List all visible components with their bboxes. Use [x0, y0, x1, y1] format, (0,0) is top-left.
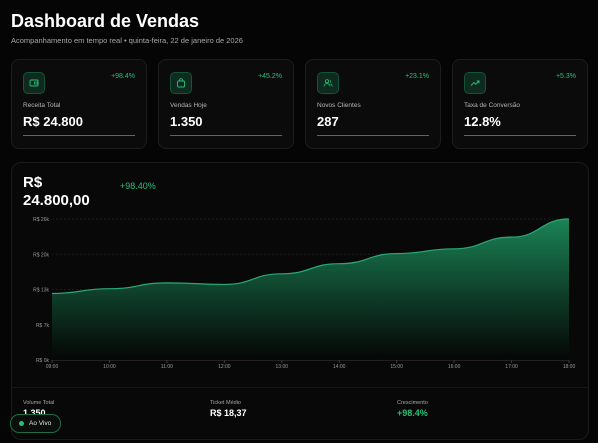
- x-tick-label: 17:00: [505, 364, 518, 370]
- stat-value: +98.4%: [397, 408, 428, 418]
- kpi-value: 12.8%: [464, 114, 501, 129]
- stat-ticket-medio: Ticket Médio R$ 18,37: [210, 400, 247, 418]
- stat-volume-total: Volume Total 1.350: [23, 400, 54, 418]
- live-badge[interactable]: Ao Vivo: [10, 414, 62, 433]
- kpi-label: Vendas Hoje: [170, 102, 207, 109]
- x-tick-label: 18:00: [563, 364, 576, 370]
- x-tick-label: 12:00: [218, 364, 231, 370]
- wallet-icon: [23, 72, 45, 94]
- x-tick-label: 16:00: [448, 364, 461, 370]
- stat-value: R$ 18,37: [210, 408, 247, 418]
- kpi-card-revenue[interactable]: +98.4% Receita Total R$ 24.800: [11, 59, 147, 149]
- kpi-label: Novos Clientes: [317, 102, 361, 109]
- chart-total-value: R$ 24.800,00: [23, 174, 90, 209]
- users-icon: [317, 72, 339, 94]
- y-tick-label: R$ 13k: [33, 288, 49, 294]
- stat-label: Ticket Médio: [210, 400, 241, 406]
- x-tick-label: 09:00: [46, 364, 59, 370]
- y-tick-label: R$ 7k: [36, 323, 50, 329]
- chart-delta: +98.40%: [120, 181, 156, 191]
- trending-up-icon: [464, 72, 486, 94]
- kpi-card-customers[interactable]: +23.1% Novos Clientes 287: [305, 59, 441, 149]
- series-line: [51, 218, 570, 295]
- kpi-value: R$ 24.800: [23, 114, 83, 129]
- kpi-card-sales[interactable]: +45.2% Vendas Hoje 1.350: [158, 59, 294, 149]
- area-fill: [52, 219, 569, 360]
- kpi-delta: +5.3%: [555, 73, 576, 80]
- kpi-divider: [170, 135, 282, 136]
- kpi-value: 287: [317, 114, 339, 129]
- stat-label: Crescimento: [397, 400, 428, 406]
- kpi-value: 1.350: [170, 114, 203, 129]
- kpi-delta: +23.1%: [405, 73, 429, 80]
- live-status-dot: [19, 421, 24, 426]
- page-title: Dashboard de Vendas: [11, 11, 200, 31]
- page-subtitle: Acompanhamento em tempo real • quinta-fe…: [11, 36, 243, 45]
- revenue-area-chart: R$ 0k R$ 7k R$ 13k R$ 20k R$ 26k 09:00 10:00 11…: [33, 217, 576, 370]
- stat-crescimento: Crescimento +98.4%: [397, 400, 428, 418]
- x-tick-label: 15:00: [390, 364, 403, 370]
- revenue-chart-panel: R$ 0k R$ 7k R$ 13k R$ 20k R$ 26k 09:00 10:00 11…: [11, 162, 589, 440]
- kpi-delta: +98.4%: [111, 73, 135, 80]
- kpi-card-conversion[interactable]: +5.3% Taxa de Conversão 12.8%: [452, 59, 588, 149]
- x-tick-label: 13:00: [276, 364, 289, 370]
- kpi-divider: [464, 135, 576, 136]
- live-badge-label: Ao Vivo: [29, 420, 52, 427]
- y-tick-label: R$ 26k: [33, 217, 49, 223]
- x-tick-label: 14:00: [333, 364, 346, 370]
- kpi-label: Taxa de Conversão: [464, 102, 521, 109]
- y-tick-label: R$ 20k: [33, 252, 49, 258]
- kpi-delta: +45.2%: [258, 73, 282, 80]
- kpi-divider: [317, 135, 429, 136]
- shopping-bag-icon: [170, 72, 192, 94]
- y-tick-label: R$ 0k: [36, 358, 50, 364]
- x-tick-label: 10:00: [103, 364, 116, 370]
- kpi-cards: +98.4% Receita Total R$ 24.800 +45.2% Ve…: [11, 59, 588, 149]
- chart-footer-stats: Volume Total 1.350 Ticket Médio R$ 18,37…: [12, 387, 588, 439]
- page-header: Dashboard de Vendas Acompanhamento em te…: [11, 10, 251, 46]
- stat-value: 1.350: [23, 408, 46, 418]
- kpi-divider: [23, 135, 135, 136]
- kpi-label: Receita Total: [23, 102, 61, 109]
- stat-label: Volume Total: [23, 400, 55, 406]
- x-tick-label: 11:00: [161, 364, 173, 370]
